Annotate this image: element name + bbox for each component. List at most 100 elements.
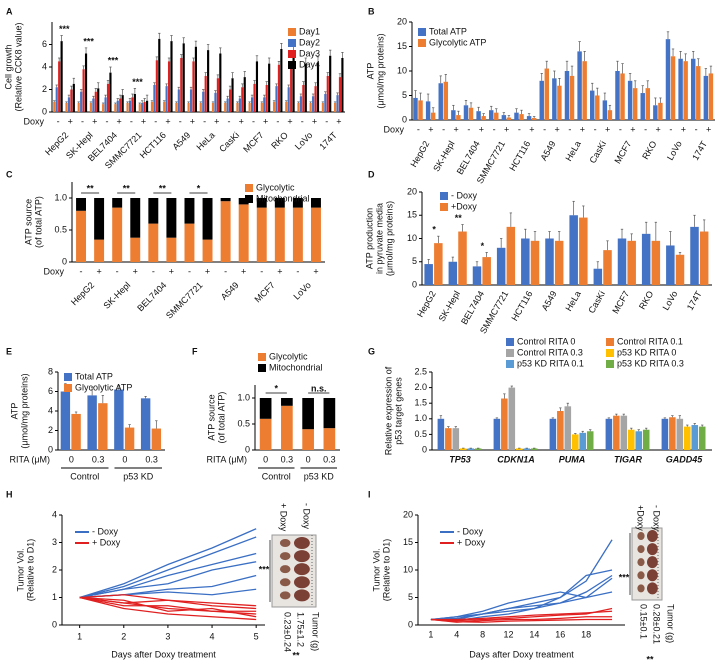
- x-tick-label: 4: [454, 629, 459, 639]
- photo-label: + Doxy: [279, 503, 289, 532]
- bar: [65, 103, 68, 112]
- y-tick-label: 15: [407, 210, 417, 220]
- bar: [467, 448, 475, 450]
- bar: [514, 112, 519, 120]
- x-tick-label: 0.3: [323, 454, 336, 464]
- bar: [153, 85, 156, 112]
- x-tick-label: -: [179, 116, 182, 126]
- bar: [698, 426, 706, 450]
- bar-segment: [148, 223, 159, 262]
- bar-segment: [310, 198, 321, 208]
- bar: [690, 226, 699, 285]
- x-tick-label: +: [555, 124, 560, 134]
- significance: **: [159, 183, 167, 193]
- y-tick-label: 0: [245, 444, 250, 454]
- x-tick-label: +: [428, 124, 433, 134]
- bar-segment: [238, 204, 249, 262]
- y-tick-label: 20: [403, 509, 413, 519]
- y-axis-label: p53 target genes: [393, 377, 403, 445]
- bar: [627, 240, 636, 285]
- bar: [133, 94, 136, 112]
- bar: [116, 100, 119, 112]
- y-tick-label: 2.0: [414, 382, 427, 392]
- bar: [494, 112, 499, 120]
- legend-label: Day3: [299, 48, 320, 58]
- bar: [557, 85, 562, 120]
- x-tick-label: -: [467, 124, 470, 134]
- x-tick-label: PUMA: [559, 454, 586, 464]
- bar: [501, 398, 508, 450]
- bar: [199, 103, 202, 112]
- bar-segment: [202, 198, 213, 240]
- bar: [628, 429, 635, 450]
- panel-label: B: [368, 6, 375, 16]
- x-tick-label: +: [141, 116, 146, 126]
- x-tick-label: TP53: [449, 454, 471, 464]
- significance: n.s.: [311, 383, 327, 393]
- legend-swatch: [606, 349, 614, 357]
- legend-swatch: [440, 192, 448, 200]
- bar: [177, 89, 180, 112]
- bar: [552, 78, 557, 120]
- bar: [287, 87, 290, 112]
- y-axis-label: Relative expression of: [383, 366, 393, 455]
- bar: [699, 231, 709, 285]
- bar-segment: [130, 237, 141, 262]
- bar: [530, 448, 538, 450]
- bar: [443, 81, 449, 120]
- x-tick-label: -: [669, 124, 672, 134]
- bar: [238, 98, 241, 112]
- legend-label: p53 KD RITA 0: [617, 347, 676, 357]
- bar: [691, 58, 696, 120]
- bar: [607, 110, 613, 120]
- x-tick-label: +: [169, 266, 174, 276]
- x-tick-label: 4: [210, 631, 215, 641]
- legend-swatch: [418, 28, 426, 36]
- series-line: [79, 561, 257, 599]
- bar-segment: [274, 198, 285, 208]
- bar: [250, 97, 254, 112]
- bar: [640, 93, 645, 120]
- bar: [204, 76, 207, 112]
- bar: [104, 97, 107, 112]
- legend-label: Glycolytic: [269, 351, 308, 361]
- x-tick-label: +: [190, 116, 195, 126]
- group-label: Control: [70, 471, 99, 481]
- bar: [508, 387, 516, 450]
- bar: [150, 101, 154, 112]
- bar: [506, 226, 516, 285]
- bar: [121, 95, 124, 112]
- x-tick-label: +: [205, 266, 210, 276]
- bar-segment: [112, 198, 123, 208]
- y-axis-label: (μmol/mg proteins): [384, 201, 394, 276]
- y-tick-label: 15: [403, 537, 413, 547]
- x-tick-label: -: [568, 124, 571, 134]
- x-tick-label: A549: [540, 289, 559, 312]
- x-tick-label: 5: [254, 631, 259, 641]
- group-label: BEL7404: [455, 139, 482, 176]
- bar: [329, 55, 332, 112]
- bar: [676, 418, 684, 450]
- bar: [613, 415, 620, 450]
- bar-segment: [310, 207, 321, 262]
- bar: [675, 254, 685, 285]
- bar: [338, 77, 342, 112]
- bar: [53, 101, 56, 112]
- bar: [569, 75, 575, 120]
- group-label: HepG2: [408, 139, 431, 169]
- group-label: HepG2: [69, 280, 96, 307]
- bar: [241, 87, 244, 112]
- x-tick-label: +: [630, 124, 635, 134]
- tumor: [279, 578, 291, 587]
- x-tick-label: -: [188, 266, 191, 276]
- bar: [109, 72, 112, 112]
- x-tick-label: -: [594, 124, 597, 134]
- y-axis-label: (Relative to D1): [381, 539, 391, 602]
- legend-swatch: [64, 373, 72, 381]
- bar-segment: [94, 239, 105, 262]
- legend-label: - Doxy: [457, 526, 484, 536]
- bar: [170, 41, 173, 112]
- legend-swatch: [288, 61, 296, 69]
- group-label: 174T: [690, 139, 709, 162]
- bar-segment: [130, 198, 141, 238]
